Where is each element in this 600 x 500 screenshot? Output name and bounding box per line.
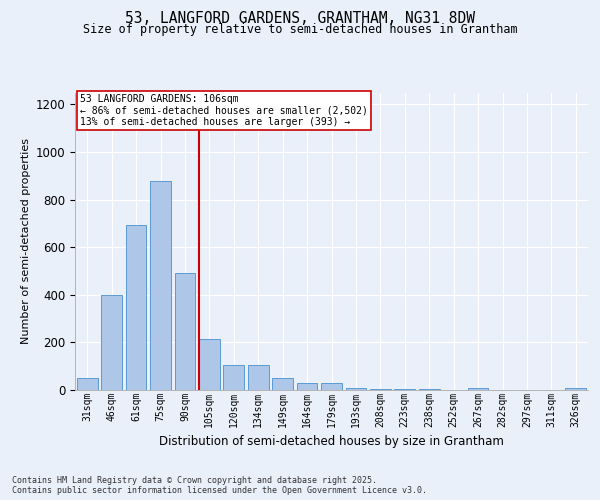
Bar — [175, 274, 196, 390]
Bar — [223, 365, 244, 390]
Text: Contains HM Land Registry data © Crown copyright and database right 2025.
Contai: Contains HM Land Registry data © Crown c… — [12, 476, 427, 495]
X-axis label: Distribution of semi-detached houses by size in Grantham: Distribution of semi-detached houses by … — [159, 435, 504, 448]
Bar — [77, 378, 98, 390]
Y-axis label: Number of semi-detached properties: Number of semi-detached properties — [22, 138, 31, 344]
Bar — [125, 224, 146, 390]
Bar — [565, 388, 586, 390]
Bar — [272, 378, 293, 390]
Bar — [296, 383, 317, 390]
Bar — [150, 180, 171, 390]
Bar — [248, 365, 269, 390]
Bar — [101, 295, 122, 390]
Bar — [321, 384, 342, 390]
Bar — [199, 339, 220, 390]
Text: Size of property relative to semi-detached houses in Grantham: Size of property relative to semi-detach… — [83, 22, 517, 36]
Text: 53, LANGFORD GARDENS, GRANTHAM, NG31 8DW: 53, LANGFORD GARDENS, GRANTHAM, NG31 8DW — [125, 11, 475, 26]
Bar — [394, 389, 415, 390]
Bar — [346, 388, 367, 390]
Text: 53 LANGFORD GARDENS: 106sqm
← 86% of semi-detached houses are smaller (2,502)
13: 53 LANGFORD GARDENS: 106sqm ← 86% of sem… — [80, 94, 368, 127]
Bar — [370, 389, 391, 390]
Bar — [467, 388, 488, 390]
